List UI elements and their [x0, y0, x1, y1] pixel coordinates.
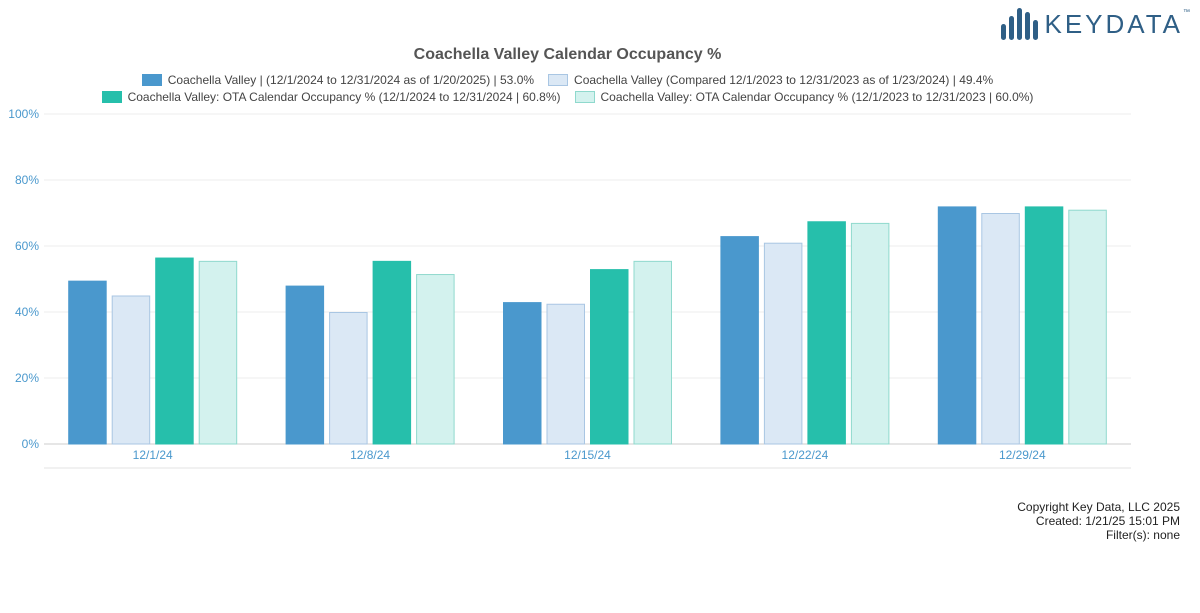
bar [633, 260, 672, 445]
legend-swatch [141, 74, 162, 86]
bar [1068, 209, 1107, 445]
legend-row-2: Coachella Valley: OTA Calendar Occupancy… [0, 90, 1135, 104]
bar [503, 302, 542, 445]
bar [937, 206, 977, 445]
logo-bars-icon [1001, 8, 1039, 40]
x-tick-label: 12/8/24 [350, 448, 390, 462]
bar [590, 269, 629, 445]
bar [285, 285, 325, 445]
bar [329, 312, 368, 445]
bar [416, 274, 455, 445]
legend-label: Coachella Valley: OTA Calendar Occupancy… [600, 90, 1034, 104]
bar [1024, 206, 1064, 445]
y-tick-label: 0% [22, 437, 40, 451]
chart-title: Coachella Valley Calendar Occupancy % [413, 46, 722, 63]
bar [720, 236, 759, 445]
legend-label: Coachella Valley | (12/1/2024 to 12/31/2… [167, 73, 535, 87]
y-tick-label: 80% [15, 173, 39, 187]
legend-item[interactable]: Coachella Valley: OTA Calendar Occupancy… [574, 90, 1034, 104]
x-tick-label: 12/29/24 [999, 448, 1046, 462]
bar [546, 303, 585, 445]
legend-item[interactable]: Coachella Valley: OTA Calendar Occupancy… [101, 90, 561, 104]
y-tick-label: 20% [15, 371, 39, 385]
bar [372, 260, 412, 445]
legend-row-1: Coachella Valley | (12/1/2024 to 12/31/2… [0, 73, 1135, 87]
bar [807, 221, 846, 445]
x-tick-label: 12/1/24 [133, 448, 173, 462]
bar [198, 260, 238, 445]
bar [68, 280, 107, 445]
bar [850, 222, 890, 445]
legend-swatch [548, 74, 569, 86]
bar [763, 242, 803, 445]
filters-text: Filter(s): none [1105, 528, 1180, 542]
footer: Copyright Key Data, LLC 2025 Created: 1/… [1017, 500, 1180, 542]
bar [111, 295, 151, 445]
legend-swatch [101, 91, 122, 103]
copyright-text: Copyright Key Data, LLC 2025 [1017, 500, 1180, 514]
keydata-logo: KEYDATA™ [1001, 8, 1190, 40]
bar [981, 213, 1020, 445]
y-tick-label: 100% [8, 107, 39, 121]
x-tick-label: 12/22/24 [782, 448, 829, 462]
created-text: Created: 1/21/25 15:01 PM [1035, 514, 1180, 528]
legend-swatch [574, 91, 595, 103]
legend-item[interactable]: Coachella Valley (Compared 12/1/2023 to … [548, 73, 993, 87]
x-tick-label: 12/15/24 [564, 448, 611, 462]
logo-text: KEYDATA™ [1044, 8, 1190, 39]
bar [155, 257, 194, 445]
legend-label: Coachella Valley (Compared 12/1/2023 to … [574, 73, 994, 87]
y-tick-label: 60% [15, 239, 39, 253]
legend-item[interactable]: Coachella Valley | (12/1/2024 to 12/31/2… [141, 73, 535, 87]
y-tick-label: 40% [15, 305, 39, 319]
legend-label: Coachella Valley: OTA Calendar Occupancy… [127, 90, 561, 104]
